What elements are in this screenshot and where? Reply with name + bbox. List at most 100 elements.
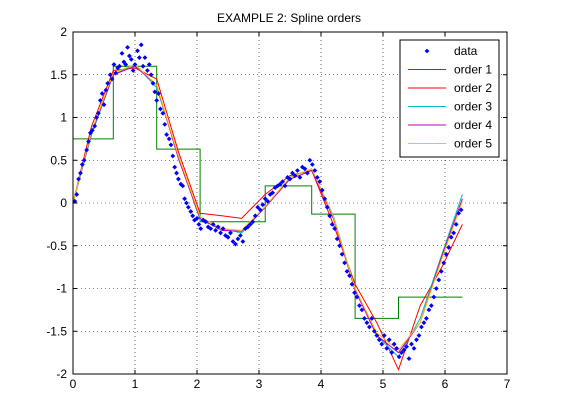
data-point: [250, 219, 256, 225]
data-point: [277, 181, 283, 187]
data-point: [396, 354, 402, 360]
data-point: [433, 286, 439, 291]
data-point: [317, 179, 323, 185]
data-point: [245, 224, 251, 230]
data-point: [117, 63, 122, 69]
data-point: [438, 269, 444, 274]
data-point: [364, 320, 370, 326]
data-point: [121, 59, 127, 65]
y-tick-label: 2: [60, 25, 67, 39]
data-point: [411, 345, 417, 351]
data-point: [140, 63, 146, 69]
data-point: [280, 179, 285, 185]
data-point: [458, 207, 464, 213]
axis-ticks: 0 1 2 3 4 5 6 7 -2 -1.5 -1 -0.5 0 0.5 1 1.5 2: [46, 25, 510, 391]
data-point: [92, 123, 98, 129]
y-tick-label: 0: [60, 196, 67, 210]
data-point: [270, 190, 276, 196]
data-point: [374, 333, 380, 338]
data-point: [287, 176, 293, 182]
data-point: [391, 341, 397, 347]
data-point: [297, 174, 303, 180]
data-point: [352, 290, 357, 296]
data-point: [404, 344, 409, 350]
data-point: [84, 147, 90, 153]
data-point: [81, 157, 87, 163]
legend-label: order 1: [454, 63, 492, 77]
data-point: [142, 55, 148, 61]
data-point: [344, 269, 350, 274]
data-point: [152, 89, 158, 95]
data-point: [79, 162, 85, 167]
x-tick-label: 3: [256, 377, 263, 391]
data-point: [150, 80, 156, 86]
data-point: [240, 239, 246, 244]
legend-label: order 5: [454, 137, 492, 151]
data-point: [203, 219, 209, 225]
data-point: [220, 226, 226, 232]
data-point: [282, 183, 288, 189]
data-point: [362, 316, 367, 321]
data-point: [238, 233, 243, 238]
data-point: [215, 224, 221, 230]
data-point: [349, 281, 355, 287]
data-point: [176, 176, 181, 182]
data-point: [154, 98, 160, 103]
legend-label: order 2: [454, 81, 492, 95]
data-point: [72, 198, 78, 204]
data-point: [357, 303, 362, 308]
data-point: [103, 87, 109, 93]
y-tick-label: -0.5: [46, 239, 67, 253]
data-point: [185, 204, 191, 210]
data-point: [424, 316, 429, 321]
data-point: [354, 294, 360, 300]
data-point: [97, 98, 103, 103]
data-point: [252, 213, 258, 219]
data-point: [194, 215, 200, 221]
data-point: [359, 307, 365, 313]
y-tick-label: 1: [60, 111, 67, 125]
data-point: [76, 176, 81, 182]
data-point: [302, 166, 308, 172]
data-point: [125, 44, 130, 50]
data-point: [401, 347, 407, 353]
data-point: [272, 185, 278, 191]
legend-marker: [424, 48, 430, 54]
data-point: [262, 196, 268, 202]
data-point: [127, 53, 132, 59]
data-point: [174, 170, 179, 176]
data-point: [130, 68, 136, 73]
data-point: [322, 196, 328, 202]
data-point: [406, 356, 412, 362]
data-point: [89, 127, 95, 133]
x-tick-label: 7: [504, 377, 511, 391]
data-point: [213, 227, 218, 233]
data-point: [233, 241, 238, 247]
data-point: [113, 70, 119, 76]
data-point: [327, 213, 333, 219]
data-point: [105, 80, 111, 86]
data-point: [257, 207, 263, 213]
data-point: [448, 234, 454, 240]
chart-title: EXAMPLE 2: Spline orders: [217, 11, 361, 25]
data-point: [99, 91, 105, 96]
legend-label: data: [454, 44, 478, 58]
data-point: [441, 260, 447, 266]
data-point: [160, 110, 166, 116]
data-point: [304, 170, 310, 176]
legend-label: order 3: [454, 100, 492, 114]
data-point: [292, 173, 298, 179]
x-tick-label: 2: [194, 377, 201, 391]
data-point: [198, 226, 204, 232]
data-point: [334, 236, 340, 242]
data-point: [188, 209, 194, 214]
data-point: [208, 226, 214, 232]
data-point: [128, 56, 134, 62]
data-point: [386, 337, 392, 343]
y-tick-label: 0.5: [50, 153, 67, 167]
legend: data order 1 order 2 order 3 order 4 order 5: [399, 39, 500, 158]
data-point: [453, 221, 459, 227]
data-point: [339, 251, 345, 257]
data-point: [200, 217, 206, 223]
data-point: [136, 55, 142, 61]
